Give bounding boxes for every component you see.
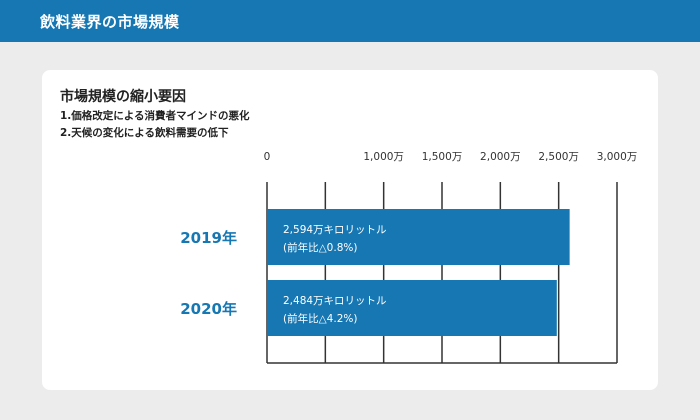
bar [267,280,557,336]
x-tick-label: 1,000万 [363,151,404,163]
page-title: 飲料業界の市場規模 [40,13,180,31]
bar-change-label: (前年比△0.8%) [283,241,357,254]
x-tick-label: 1,500万 [422,151,463,163]
reason-item: 2.天候の変化による飲料需要の低下 [60,127,229,139]
bar-value-label: 2,594万キロリットル [283,224,387,236]
x-tick-label: 0 [264,151,271,163]
category-label: 2019年 [180,229,237,247]
x-tick-label: 2,000万 [480,151,521,163]
bar-change-label: (前年比△4.2%) [283,312,357,325]
card-title: 市場規模の縮小要因 [60,89,186,105]
reason-item: 1.価格改定による消費者マインドの悪化 [60,110,250,122]
x-tick-label: 3,000万 [597,151,638,163]
x-tick-label: 2,500万 [538,151,579,163]
header-bar: 飲料業界の市場規模 [0,0,700,42]
bar [267,209,570,265]
bar-value-label: 2,484万キロリットル [283,295,387,307]
category-label: 2020年 [180,300,237,318]
